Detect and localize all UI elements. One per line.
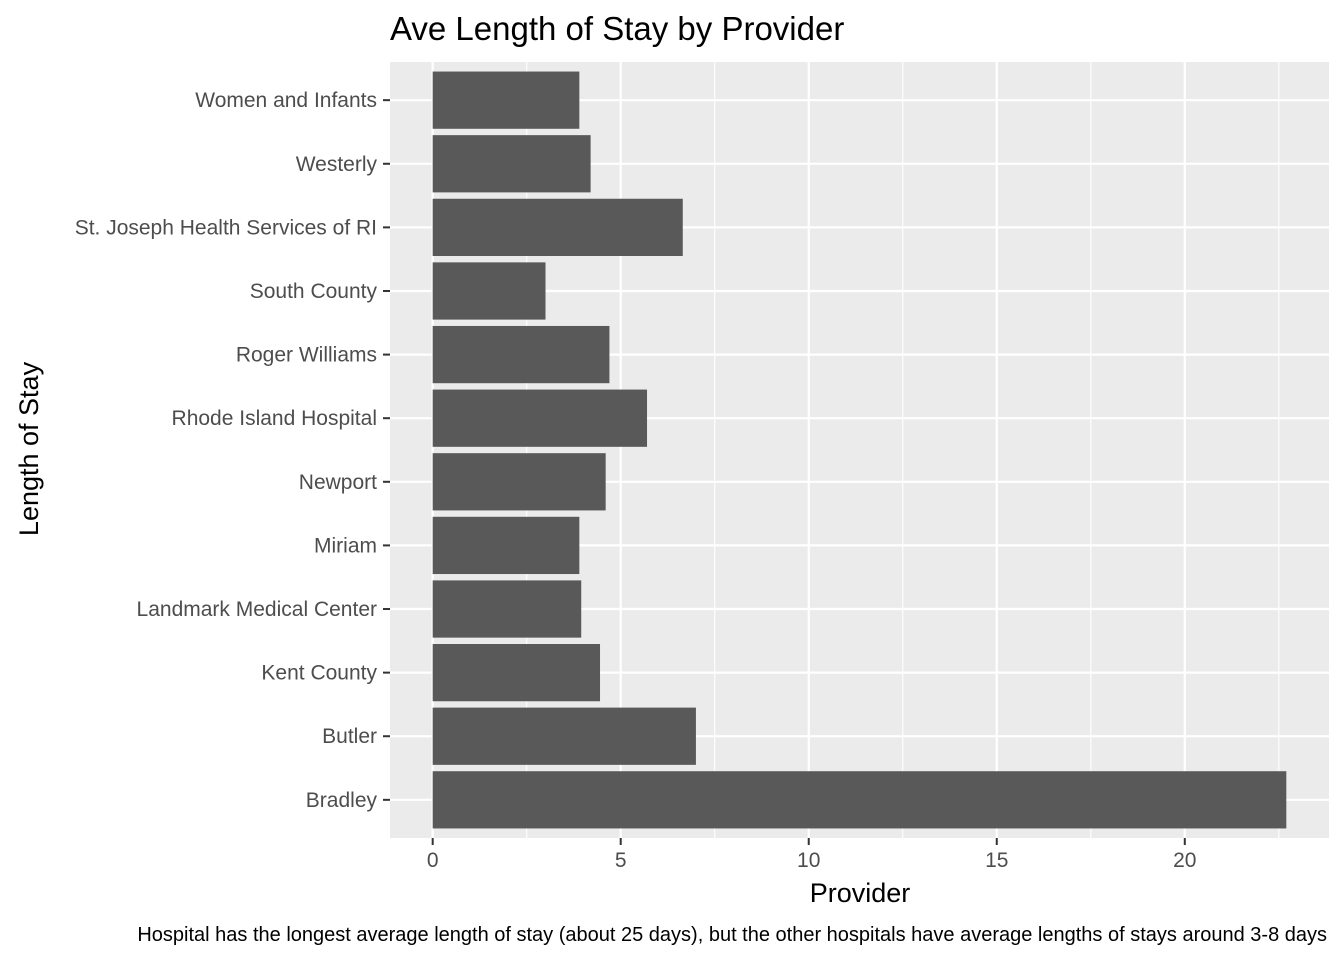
x-tick-label: 15 [985,849,1008,872]
y-tick-label: Landmark Medical Center [137,598,377,621]
bar [432,580,582,638]
bar [432,453,606,511]
y-tick-label: Butler [322,725,377,748]
y-axis-ticks: Bradley Butler Kent County Landmark Medical… [75,89,390,812]
y-tick-label: Women and Infants [195,89,377,112]
bar [432,516,580,575]
bar [432,262,546,320]
bar [432,644,601,702]
bar [432,707,696,765]
y-tick-label: Miriam [314,534,377,557]
x-tick-label: 20 [1173,849,1196,872]
bar [432,198,683,256]
y-tick-label: Newport [299,471,377,494]
bar [432,771,1287,829]
x-tick-label: 10 [797,849,820,872]
y-tick-label: Westerly [296,153,378,176]
x-axis-title: Provider [810,878,911,908]
x-axis-ticks: 0 5 10 15 20 [427,838,1196,872]
y-tick-label: South County [250,280,378,303]
bar [432,325,610,384]
x-tick-label: 0 [427,849,439,872]
chart-title: Ave Length of Stay by Provider [390,10,844,47]
bar [432,135,591,193]
bars [432,71,1287,829]
y-tick-label: Roger Williams [236,344,377,367]
y-tick-label: Rhode Island Hospital [172,407,377,430]
y-tick-label: Kent County [261,662,377,685]
y-tick-label: Bradley [306,789,378,812]
x-tick-label: 5 [615,849,627,872]
y-tick-label: St. Joseph Health Services of RI [75,216,377,239]
bar [432,71,580,129]
y-axis-title: Length of Stay [14,361,44,536]
chart-caption: Hospital has the longest average length … [137,924,1327,946]
bar [432,389,648,447]
